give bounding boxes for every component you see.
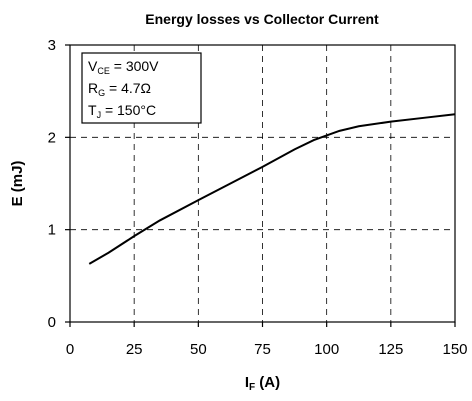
condition-tj: TJ = 150°C [88,102,156,120]
x-axis-label-sub: F [249,382,255,393]
plot-frame [69,44,456,323]
x-tick-label: 50 [190,341,207,358]
x-axis-label: IF (A) [245,374,280,393]
x-tick-label: 25 [126,341,143,358]
conditions-box: VCE = 300V RG = 4.7Ω TJ = 150°C [81,52,202,124]
x-tick-label: 75 [254,341,271,358]
x-tick-label: 125 [378,341,403,358]
y-tick-label: 1 [48,222,56,239]
condition-rg: RG = 4.7Ω [88,80,151,98]
x-tick-label: 0 [66,341,74,358]
x-axis-label-unit: (A) [255,374,280,391]
x-axis-label-main: I [245,374,249,391]
x-tick-label: 100 [314,341,339,358]
chart-title: Energy losses vs Collector Current [145,11,379,27]
series-line-energy [88,113,456,265]
y-axis-label: E (mJ) [9,161,26,207]
axis-ticks: 0 25 50 75 100 125 150 0 1 2 3 [48,37,468,358]
y-tick-label: 3 [48,37,56,54]
conditions-box-frame [81,52,202,124]
y-tick-label: 2 [48,129,56,146]
x-tick-label: 150 [442,341,467,358]
condition-vce: VCE = 300V [88,58,159,76]
y-tick-label: 0 [48,314,56,331]
